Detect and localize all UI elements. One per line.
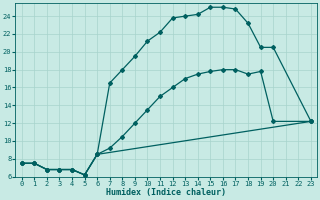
- X-axis label: Humidex (Indice chaleur): Humidex (Indice chaleur): [106, 188, 226, 197]
